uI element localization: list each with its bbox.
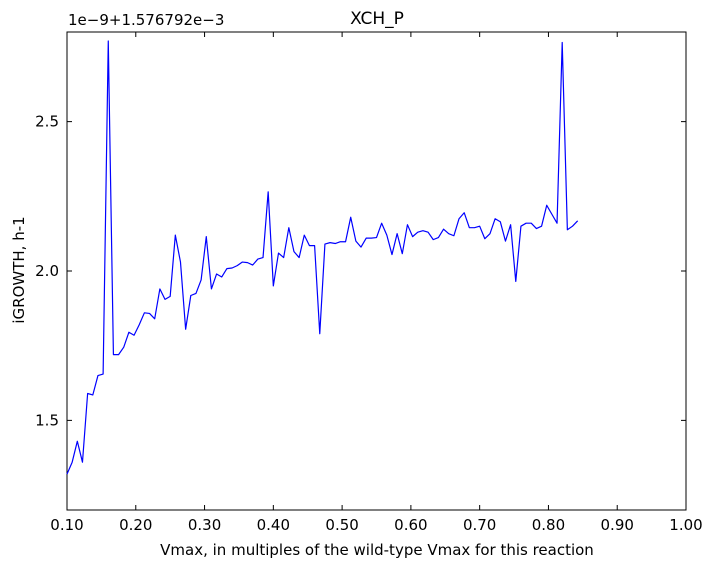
y-axis-label: iGROWTH, h-1 <box>10 216 28 323</box>
x-tick-label: 0.80 <box>532 516 565 534</box>
series-layer <box>66 40 579 475</box>
x-tick-label: 0.10 <box>50 516 83 534</box>
y-tick-label: 2.5 <box>35 113 59 131</box>
x-tick-label: 0.50 <box>325 516 358 534</box>
x-tick-label: 0.60 <box>394 516 427 534</box>
x-tick-label: 0.20 <box>119 516 152 534</box>
x-tick-label: 0.30 <box>188 516 221 534</box>
x-tick-label: 1.00 <box>669 516 702 534</box>
chart-title: XCH_P <box>350 9 404 29</box>
y-tick-label: 1.5 <box>35 411 59 429</box>
y-axis-offset-text: 1e−9+1.576792e−3 <box>68 11 224 29</box>
y-tick-label: 2.0 <box>35 262 59 280</box>
plot-frame <box>66 31 687 511</box>
x-axis-label: Vmax, in multiples of the wild-type Vmax… <box>160 541 594 559</box>
x-tick-label: 0.90 <box>601 516 634 534</box>
x-axis-ticks: 0.10 0.20 0.30 0.40 0.50 0.60 0.70 0.80 0.90 1.00 <box>50 32 703 534</box>
x-tick-label: 0.40 <box>257 516 290 534</box>
plot-area <box>66 31 687 511</box>
x-tick-label: 0.70 <box>463 516 496 534</box>
y-axis-ticks: 1.5 2.0 2.5 <box>35 113 686 429</box>
series-line-0 <box>66 40 579 475</box>
